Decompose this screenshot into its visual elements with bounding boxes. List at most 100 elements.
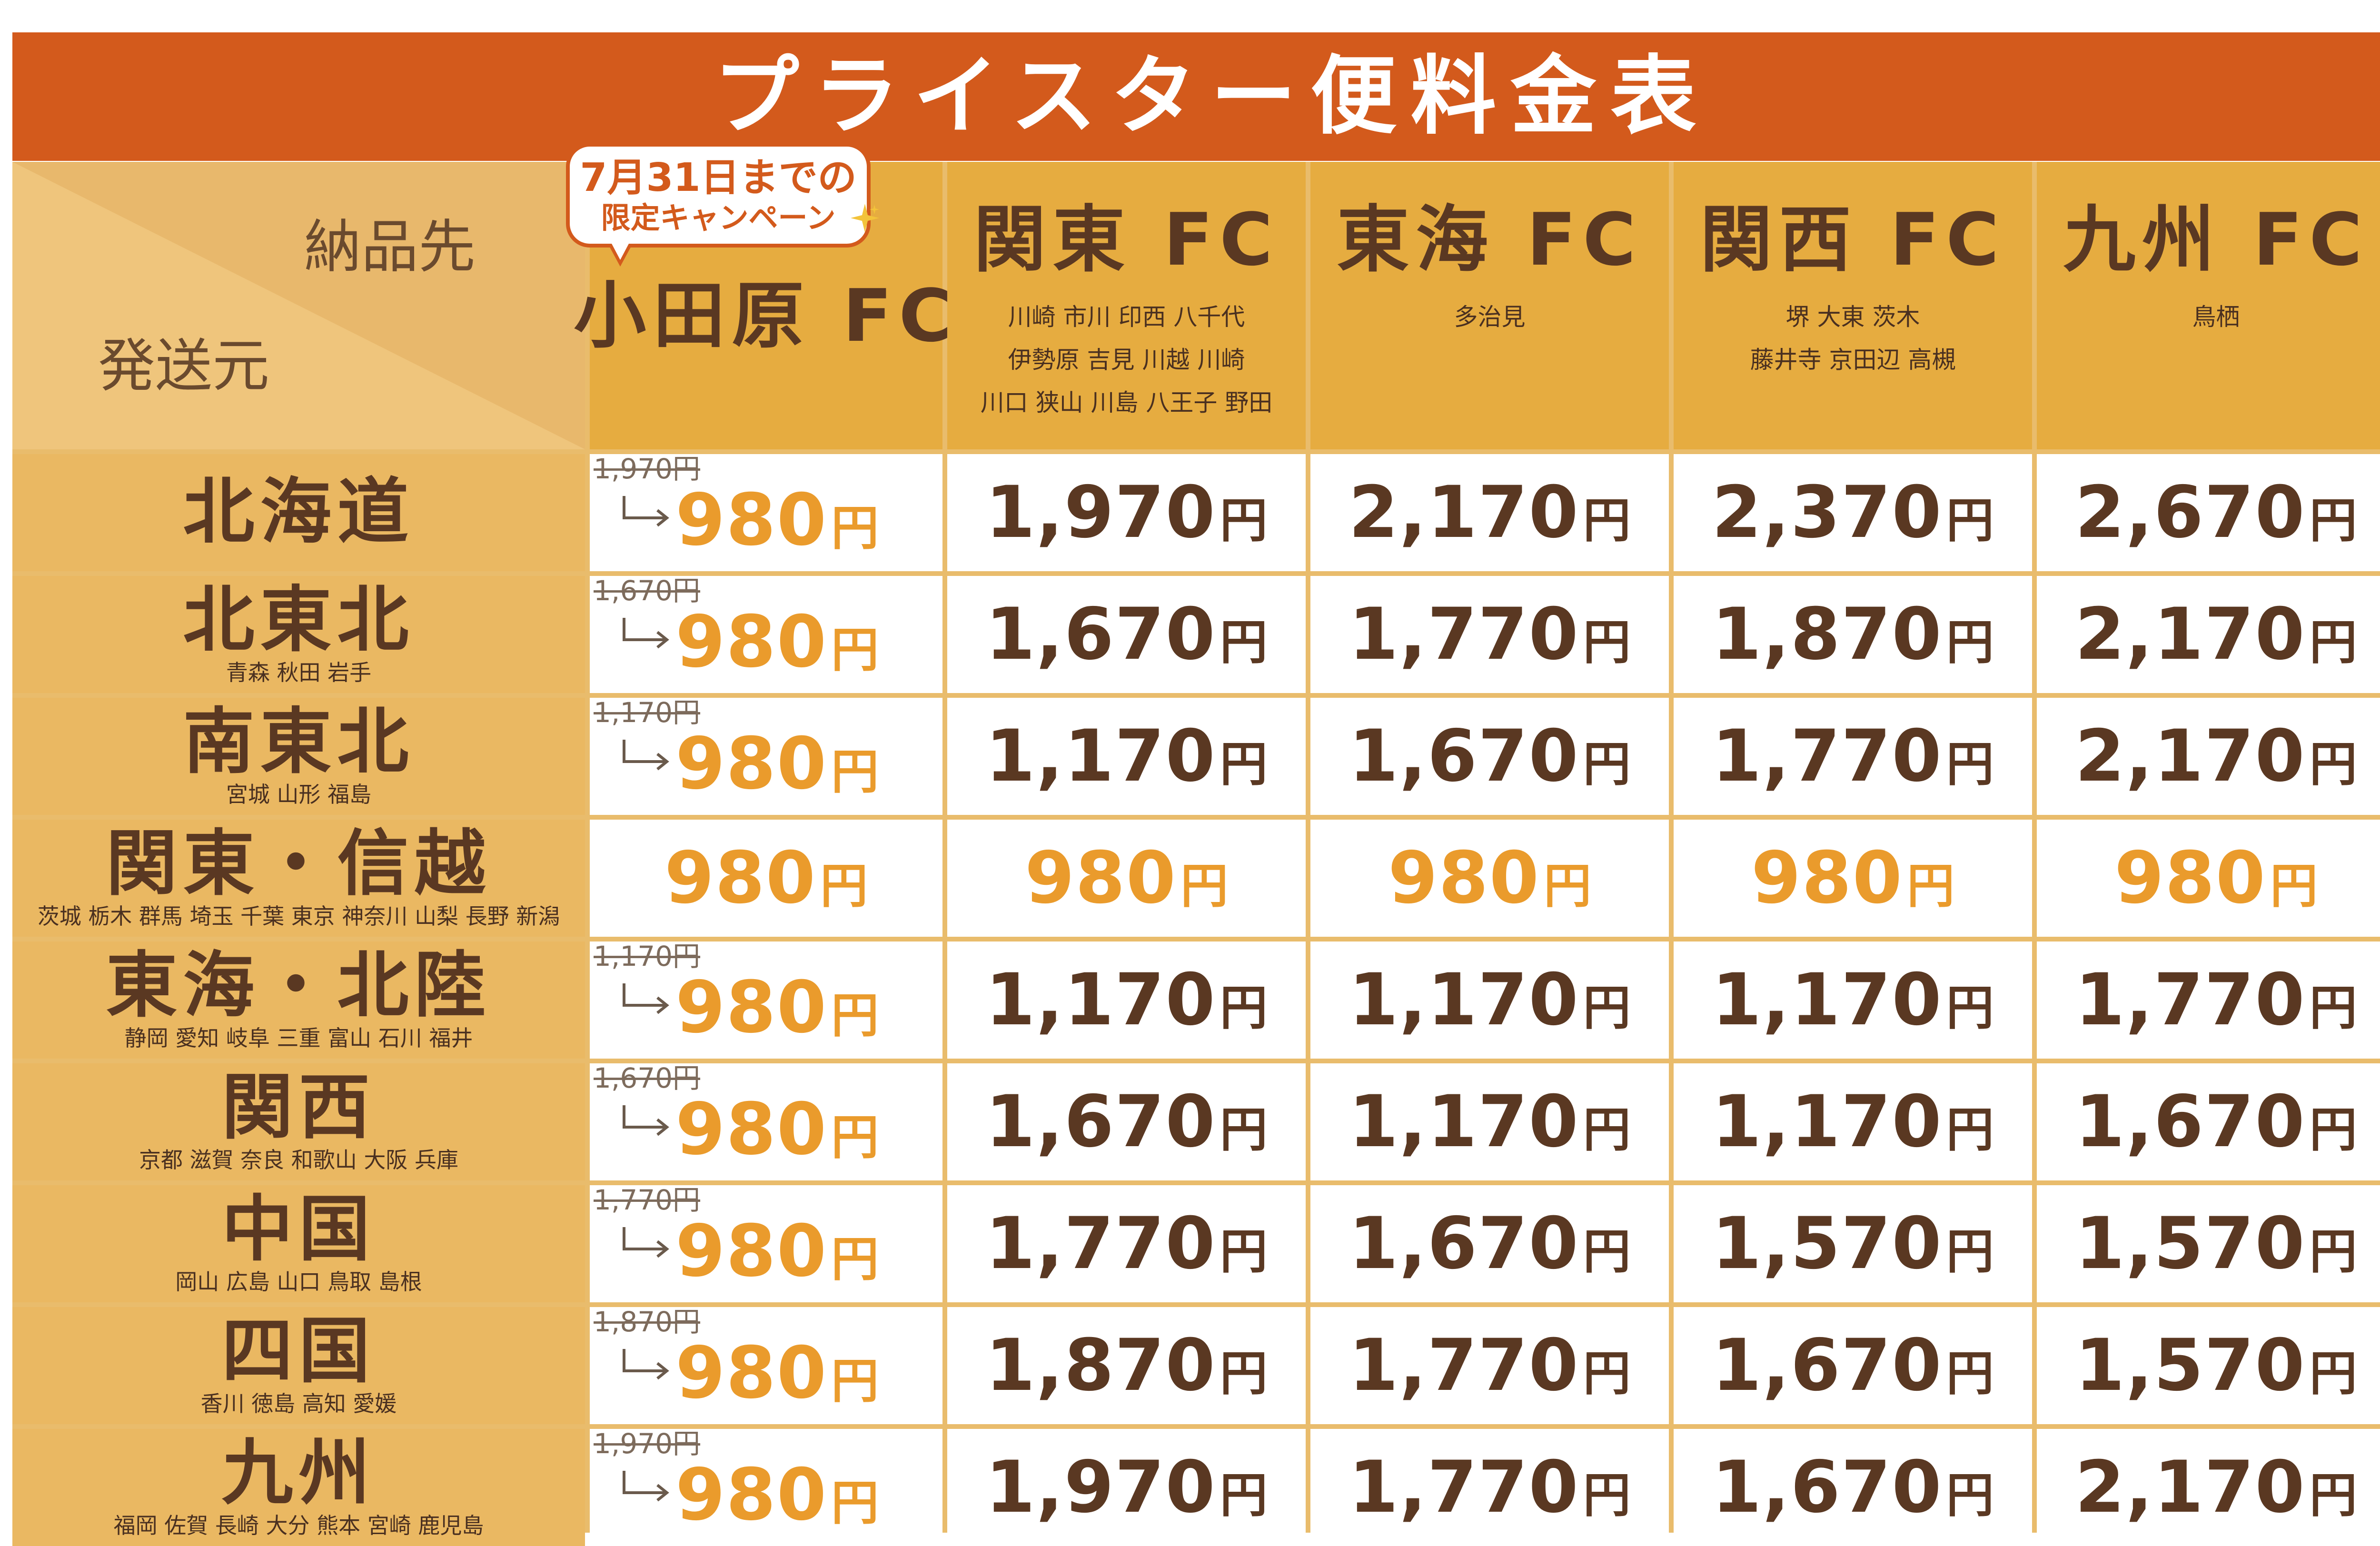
price-number: 1,770 [1712, 715, 1943, 798]
price-number: 1,570 [1712, 1202, 1943, 1285]
campaign-line-2: 限定キャンペーン [601, 200, 836, 235]
price-number: 1,670 [2075, 1080, 2306, 1163]
arrow-icon [623, 618, 669, 649]
price-number: 1,870 [985, 1324, 1216, 1407]
price-number: 980 [664, 837, 817, 920]
price-cell: 1,870円 [947, 1307, 1306, 1424]
price-cell: 1,170円 [1674, 941, 2032, 1059]
price-number: 980 [1388, 837, 1540, 920]
city-line: 堺 大東 茨木 [1785, 303, 1920, 331]
row-label: 中国 岡山 広島 山口 鳥取 島根 [12, 1185, 585, 1302]
campaign-bubble: 7月31日までの 限定キャンペーン [566, 143, 879, 267]
price-value: 1,770円 [1349, 599, 1630, 670]
region-prefectures: 宮城 山形 福島 [226, 782, 372, 808]
price-value: 2,170円 [2075, 721, 2357, 792]
yen-unit: 円 [1220, 736, 1268, 792]
yen-unit: 円 [1583, 1346, 1631, 1401]
price-number: 1,570 [2075, 1324, 2306, 1407]
yen-unit: 円 [1220, 1467, 1268, 1523]
region-name: 北海道 [183, 471, 415, 554]
yen-unit: 円 [2309, 614, 2357, 670]
column-cities: 鳥栖 [2037, 296, 2380, 338]
old-price: 1,670円 [594, 575, 701, 607]
price-cell: 1,670円 [1310, 698, 1669, 815]
price-value: 1,670円 [1712, 1452, 1993, 1523]
price-cell: 2,170円 [2037, 1429, 2380, 1546]
price-cell: 1,570円 [2037, 1307, 2380, 1424]
price-cell: 1,770円 [1310, 1429, 1669, 1546]
column-header-3: 関西 FC 堺 大東 茨木 藤井寺 京田辺 高槻 [1674, 162, 2032, 449]
row-label: 北東北 青森 秋田 岩手 [12, 576, 585, 693]
column-name: 関西 FC [1700, 198, 2006, 282]
price-number: 1,170 [985, 715, 1216, 798]
yen-unit: 円 [1583, 1224, 1631, 1279]
arrow-icon [623, 983, 669, 1014]
yen-unit: 円 [1583, 493, 1631, 548]
price-cell: 1,170円 [947, 941, 1306, 1059]
region-name: 東海・北陸 [106, 944, 492, 1027]
city-line: 多治見 [1454, 303, 1526, 331]
price-value: 1,170円 [1712, 1086, 1993, 1158]
price-cell: 2,170円 [2037, 698, 2380, 815]
price-value: 1,570円 [2075, 1208, 2357, 1279]
city-line: 鳥栖 [2192, 303, 2240, 331]
yen-unit: 円 [1946, 1224, 1994, 1279]
price-cell: 1,670円 [947, 576, 1306, 693]
column-header-odawara: 7月31日までの 限定キャンペーン 小田原 FC [566, 143, 952, 449]
price-value: 980円 [1388, 842, 1591, 914]
yen-unit: 円 [831, 1353, 879, 1409]
price-value: 1,770円 [985, 1208, 1267, 1279]
price-table: 納品先 発送元 7月31日までの 限定キャンペーン 小田原 FC 関東 FC 川崎… [12, 143, 2380, 1546]
price-value: 1,770円 [2075, 964, 2357, 1036]
odawara-price-cell: 1,970円 980円 [590, 1429, 942, 1546]
price-value: 980円 [664, 842, 868, 914]
yen-unit: 円 [1220, 980, 1268, 1036]
price-number: 1,770 [1349, 1324, 1579, 1407]
price-value: 1,770円 [1349, 1330, 1630, 1401]
yen-unit: 円 [831, 500, 879, 556]
price-value: 980円 [675, 1094, 879, 1165]
column-cities: 多治見 [1310, 296, 1669, 338]
price-number: 1,670 [985, 593, 1216, 676]
old-price: 1,970円 [594, 453, 701, 485]
yen-unit: 円 [2309, 980, 2357, 1036]
odawara-price-cell: 1,770円 980円 [590, 1185, 942, 1302]
price-number: 2,170 [2075, 715, 2306, 798]
price-cell: 1,870円 [1674, 576, 2032, 693]
price-number: 2,370 [1712, 471, 1943, 554]
old-price: 1,170円 [594, 696, 701, 729]
price-value: 980円 [675, 728, 879, 800]
region-prefectures: 福岡 佐賀 長崎 大分 熊本 宮崎 鹿児島 [113, 1513, 484, 1539]
arrow-icon [623, 1471, 669, 1502]
price-cell: 1,770円 [1674, 698, 2032, 815]
origin-label: 発送元 [98, 333, 269, 399]
old-price: 1,770円 [594, 1184, 701, 1216]
price-cell: 1,670円 [1674, 1429, 2032, 1546]
region-name: 関東・信越 [106, 822, 492, 905]
row-label: 四国 香川 徳島 高知 愛媛 [12, 1307, 585, 1424]
price-cell: 1,970円 [947, 454, 1306, 571]
column-header-1: 関東 FC 川崎 市川 印西 八千代 伊勢原 吉見 川越 川崎 川口 狭山 川島 八王… [947, 162, 1306, 449]
price-value: 1,670円 [985, 599, 1267, 670]
price-cell: 1,570円 [1674, 1185, 2032, 1302]
yen-unit: 円 [831, 744, 879, 800]
yen-unit: 円 [1220, 1102, 1268, 1158]
yen-unit: 円 [1946, 493, 1994, 548]
price-cell: 1,170円 [947, 698, 1306, 815]
yen-unit: 円 [2309, 1102, 2357, 1158]
price-number: 1,570 [2075, 1202, 2306, 1285]
price-number: 1,770 [2075, 959, 2306, 1041]
bubble-tail-inner [612, 244, 629, 260]
yen-unit: 円 [2309, 1224, 2357, 1279]
column-header-4: 九州 FC 鳥栖 [2037, 162, 2380, 449]
corner-diagonal [12, 162, 585, 449]
price-number: 1,970 [985, 1446, 1216, 1529]
yen-unit: 円 [1946, 1467, 1994, 1523]
region-name: 中国 [221, 1188, 376, 1271]
arrow-icon [623, 740, 669, 771]
destination-label: 納品先 [304, 214, 476, 280]
yen-unit: 円 [1544, 858, 1592, 914]
arrow-icon [623, 1227, 669, 1258]
region-name: 九州 [221, 1431, 376, 1515]
yen-unit: 円 [1583, 736, 1631, 792]
